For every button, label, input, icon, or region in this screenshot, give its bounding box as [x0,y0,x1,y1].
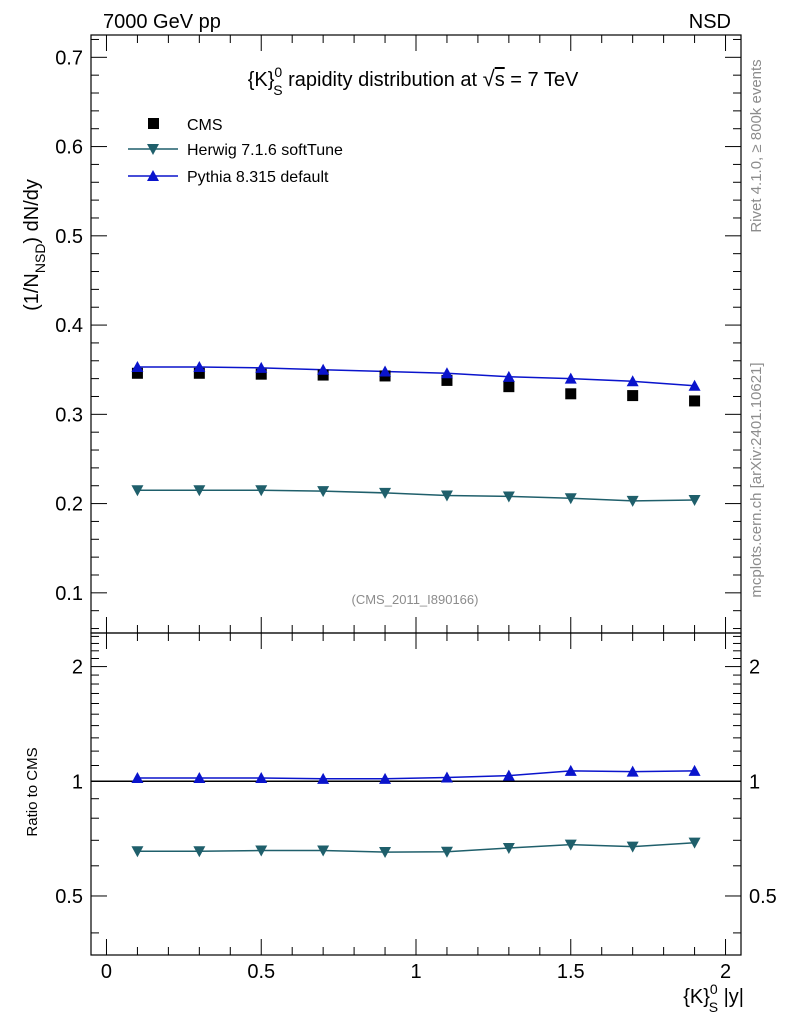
data-point-2 [626,375,639,387]
header-right: NSD [689,11,731,33]
data-point-2 [255,361,268,373]
series-line-1 [137,489,695,502]
data-point-0 [441,374,453,386]
series-line-2 [137,366,695,387]
data-point-1 [688,495,701,507]
data-point-2 [502,370,515,382]
data-point-1 [193,485,206,497]
main-y-tick-label: 0.7 [55,47,83,69]
data-point-2 [564,372,577,384]
ratio-y-tick-label: 1 [72,771,83,793]
data-point-1 [131,485,144,497]
data-point-0 [193,367,205,379]
ratio-y-axis: 0.5 0.5 1 1 2 2 [55,635,777,934]
ratio-y-axis-label: Ratio to CMS [24,747,41,836]
legend-label-cms: CMS [187,117,223,134]
ratio-line-2 [137,770,695,780]
data-point-0 [317,369,329,381]
ratio-point-1 [193,846,206,858]
legend-marker-herwig [147,144,159,155]
data-point-2 [193,361,206,373]
ratio-point-1 [255,845,268,857]
ratio-y-tick-label-right: 0.5 [749,886,777,908]
legend: CMS Herwig 7.1.6 softTune Pythia 8.315 d… [128,117,343,186]
data-point-1 [502,491,515,503]
legend-marker-cms [148,118,159,129]
ratio-point-1 [626,841,639,853]
data-point-1 [564,493,577,505]
x-axis: 0 0.5 1 1.5 2 [101,35,731,983]
x-tick-label: 0 [101,961,112,983]
main-y-tick-label: 0.4 [55,315,83,337]
rivet-label: Rivet 4.1.0, ≥ 800k events [748,59,765,232]
header-left: 7000 GeV pp [103,11,221,33]
x-tick-label: 2 [720,961,731,983]
data-point-0 [627,390,639,402]
main-y-tick-label: 0.1 [55,583,83,605]
data-point-1 [255,485,268,497]
ratio-point-2 [688,764,701,776]
x-tick-label: 0.5 [247,961,275,983]
ratio-point-2 [502,769,515,781]
ratio-point-2 [626,765,639,777]
data-point-2 [379,365,392,377]
legend-label-herwig: Herwig 7.1.6 softTune [187,142,343,159]
mcplots-label: mcplots.cern.ch [arXiv:2401.10621] [748,362,765,597]
ratio-point-1 [564,839,577,851]
ratio-point-2 [255,772,268,784]
ratio-point-2 [440,771,453,783]
ratio-y-tick-label-right: 2 [749,657,760,679]
data-point-0 [503,381,515,393]
x-axis-label: {K}0 S |y| [683,981,744,1015]
data-point-0 [131,367,143,379]
ratio-panel-frame [90,632,742,956]
ratio-point-1 [317,845,330,857]
main-y-tick-label: 0.2 [55,494,83,516]
ratio-line-1 [137,841,695,853]
x-tick-label: 1.5 [557,961,585,983]
data-point-1 [379,487,392,499]
data-point-1 [626,495,639,507]
ratio-y-tick-label: 0.5 [55,886,83,908]
data-point-0 [255,368,267,380]
legend-marker-pythia [147,170,159,181]
ratio-point-2 [379,772,392,784]
ratio-point-2 [193,772,206,784]
data-point-2 [131,361,144,373]
main-y-tick-label: 0.3 [55,404,83,426]
x-tick-label: 1 [410,961,421,983]
ratio-point-2 [131,772,144,784]
ratio-point-1 [502,843,515,855]
legend-label-pythia: Pythia 8.315 default [187,169,329,186]
data-point-1 [440,490,453,502]
ratio-point-1 [379,847,392,859]
main-y-tick-label: 0.6 [55,137,83,159]
main-y-axis-label: (1/NNSD) dN/dy [21,179,48,311]
main-y-tick-label: 0.5 [55,226,83,248]
ratio-plot-data [91,764,741,859]
analysis-tag: (CMS_2011_I890166) [352,592,479,607]
data-point-1 [317,486,330,498]
data-point-0 [689,395,701,407]
chart-title: {K}0 S rapidity distribution at √s = 7 Te… [248,64,579,98]
ratio-y-tick-label-right: 1 [749,771,760,793]
ratio-point-2 [564,764,577,776]
ratio-y-tick-label: 2 [72,657,83,679]
data-point-2 [317,363,330,375]
data-point-2 [688,379,701,391]
main-y-axis: 0.1 0.2 0.3 0.4 0.5 0.6 0.7 [55,38,741,630]
data-point-2 [440,367,453,379]
data-point-0 [565,388,577,400]
ratio-point-1 [131,846,144,858]
ratio-point-1 [440,846,453,858]
ratio-point-1 [688,837,701,849]
ratio-point-2 [317,772,330,784]
main-plot-data [131,361,701,507]
